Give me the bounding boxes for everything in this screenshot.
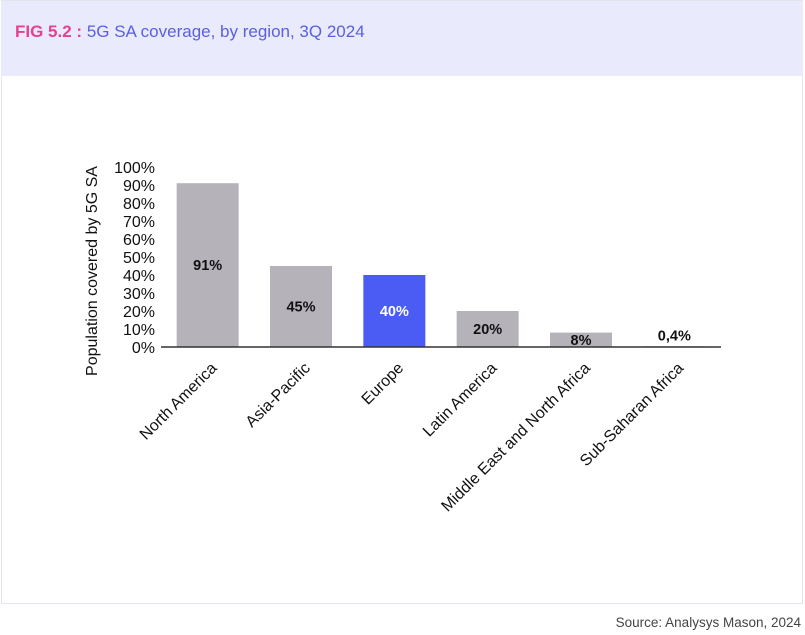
- data-label: 0,4%: [658, 328, 691, 344]
- bar: [363, 275, 426, 347]
- data-label: 20%: [473, 322, 502, 338]
- bars: [176, 183, 706, 347]
- figure-header: FIG 5.2 : 5G SA coverage, by region, 3Q …: [1, 1, 803, 76]
- y-tick-label: 70%: [123, 214, 155, 231]
- y-tick-label: 100%: [114, 160, 155, 177]
- category-label: Europe: [359, 360, 408, 409]
- y-tick-label: 90%: [123, 178, 155, 195]
- y-tick-label: 40%: [123, 268, 155, 285]
- bar-chart: 0%10%20%30%40%50%60%70%80%90%100% 91%45%…: [84, 160, 721, 515]
- y-tick-label: 50%: [123, 250, 155, 267]
- y-tick-label: 10%: [123, 322, 155, 339]
- category-label: Latin America: [420, 360, 501, 441]
- figure-title: FIG 5.2 : 5G SA coverage, by region, 3Q …: [15, 22, 365, 42]
- category-label: Sub-Saharan Africa: [577, 360, 687, 470]
- data-label: 45%: [286, 300, 315, 316]
- figure-label: FIG 5.2 :: [15, 22, 83, 41]
- y-tick-label: 0%: [132, 340, 155, 357]
- data-label: 40%: [380, 304, 409, 320]
- data-label: 91%: [193, 258, 222, 274]
- category-labels: North America Asia-Pacific Europe Latin Ame…: [137, 360, 687, 515]
- bar: [176, 183, 239, 347]
- category-label: Middle East and North Africa: [438, 360, 593, 515]
- source-note: Source: Analysys Mason, 2024: [615, 615, 801, 630]
- category-label: Asia-Pacific: [243, 360, 314, 431]
- y-tick-label: 60%: [123, 232, 155, 249]
- figure-title-text: 5G SA coverage, by region, 3Q 2024: [86, 22, 365, 41]
- bar: [550, 332, 612, 347]
- y-tick-label: 30%: [123, 286, 155, 303]
- y-axis-label: Population covered by 5G SA: [84, 166, 101, 376]
- bar: [456, 311, 519, 347]
- bar: [270, 266, 332, 347]
- data-labels: 91% 45% 40% 20% 8% 0,4%: [193, 258, 691, 349]
- y-axis-ticks: 0%10%20%30%40%50%60%70%80%90%100%: [114, 160, 155, 357]
- y-tick-label: 20%: [123, 304, 155, 321]
- category-label: North America: [137, 360, 221, 444]
- y-tick-label: 80%: [123, 196, 155, 213]
- data-label: 8%: [571, 333, 592, 349]
